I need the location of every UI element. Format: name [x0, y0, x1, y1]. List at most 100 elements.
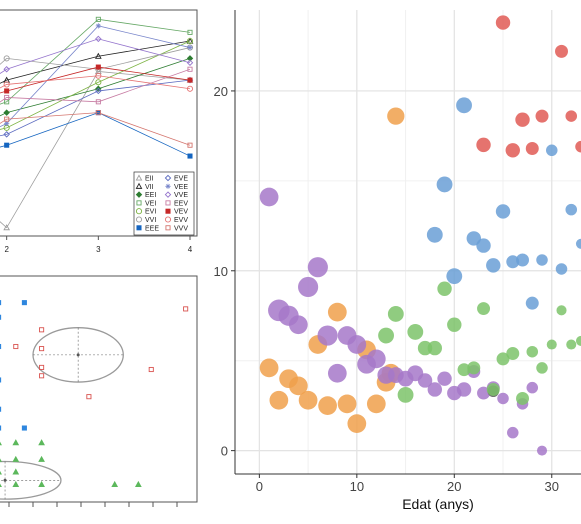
cluster-point-group-1	[0, 406, 2, 412]
cluster-point-group-2	[39, 346, 45, 352]
bubble-point-group-4	[506, 347, 520, 360]
series-line-vii	[0, 40, 191, 84]
legend-marker-vvv	[165, 225, 171, 231]
series-point-eve	[3, 131, 10, 138]
legend-label-vvv: VVV	[174, 225, 188, 232]
cluster-plot-area	[0, 300, 189, 500]
cluster-point-group-3	[0, 441, 2, 446]
bubble-plot-area	[259, 15, 581, 456]
bubble-point-group-1	[259, 358, 279, 378]
legend-marker-vei	[136, 200, 142, 206]
bubble-point-group-6	[535, 109, 549, 123]
bubble-point-group-1	[318, 396, 337, 416]
series-point-vvv	[187, 142, 193, 148]
series-point-eev	[4, 94, 10, 100]
bubble-point-group-1	[298, 390, 318, 410]
bubble-point-group-4	[407, 324, 424, 340]
cluster-point-group-2	[183, 306, 189, 312]
bubble-point-group-1	[288, 376, 308, 396]
series-line-vve	[0, 38, 191, 74]
legend-marker-eve	[164, 174, 172, 182]
bubble-point-group-4	[397, 386, 414, 403]
line-series-group	[0, 16, 194, 231]
cluster-point-group-3	[38, 455, 45, 462]
bubble-point-group-2	[366, 349, 386, 369]
bubble-point-group-5	[555, 263, 568, 275]
series-point-vii	[94, 52, 102, 59]
legend-label-vei: VEI	[145, 200, 156, 207]
cluster-point-group-3	[38, 439, 45, 446]
bubble-point-group-4	[536, 362, 548, 374]
series-point-eei	[186, 55, 194, 62]
bubble-point-group-2	[427, 382, 443, 397]
cluster-point-group-2	[148, 366, 154, 373]
y-tick-label: 0	[221, 444, 228, 459]
series-point-evv	[95, 72, 102, 79]
ellipse-center	[3, 478, 7, 482]
cluster-point-group-3	[38, 480, 45, 487]
series-point-vei	[95, 16, 101, 22]
bubble-point-group-2	[526, 381, 539, 394]
bubble-point-group-6	[476, 137, 491, 153]
series-point-eee	[4, 142, 10, 148]
bubble-point-group-6	[565, 110, 578, 122]
series-point-vev	[187, 77, 193, 83]
series-point-vve	[186, 59, 194, 66]
bubble-point-group-2	[536, 445, 548, 456]
legend-marker-eii	[135, 174, 143, 181]
legend-marker-evv	[164, 216, 172, 223]
bubble-point-group-2	[288, 315, 308, 335]
age-bubble-chart-panel: 0 10 20 30 0 10 20 Edat (anys)	[214, 10, 581, 512]
cluster-point-group-3	[12, 468, 20, 475]
bubble-point-group-6	[505, 143, 520, 158]
cluster-scatter-panel	[0, 275, 198, 507]
legend-marker-evi	[135, 208, 143, 215]
bubble-point-group-4	[467, 361, 481, 375]
cluster-point-group-3	[12, 455, 20, 462]
series-point-evv	[186, 85, 194, 92]
cluster-point-group-1	[21, 300, 27, 306]
bubble-point-group-2	[477, 386, 491, 400]
cluster-point-group-3	[0, 458, 2, 462]
bubble-point-group-4	[486, 382, 500, 396]
legend-label-vee: VEE	[174, 184, 188, 191]
cluster-point-group-3	[12, 439, 20, 446]
cluster-point-group-2	[39, 364, 45, 370]
legend-marker-eei	[135, 191, 143, 198]
cluster-frame	[0, 275, 198, 503]
series-point-vev	[95, 64, 101, 70]
bubble-point-group-1	[269, 390, 289, 410]
bubble-point-group-4	[447, 317, 462, 332]
series-point-evi	[186, 37, 194, 45]
series-point-eee	[187, 153, 193, 159]
cluster-point-group-1	[21, 425, 27, 431]
series-line-eev	[0, 68, 191, 103]
legend-label-evi: EVI	[145, 209, 156, 216]
series-line-evi	[0, 40, 191, 130]
series-point-eev	[95, 99, 101, 105]
bubble-point-group-5	[446, 268, 463, 285]
bubble-point-group-2	[507, 426, 519, 439]
legend-label-eee: EEE	[145, 225, 159, 232]
cluster-point-group-1	[0, 314, 2, 320]
cluster-point-group-2	[39, 373, 45, 379]
bubble-point-group-2	[307, 257, 328, 278]
bubble-point-group-6	[525, 142, 539, 155]
bubble-point-group-4	[575, 335, 581, 346]
legend-marker-eee	[136, 225, 142, 231]
series-line-evv	[0, 75, 191, 90]
bubble-point-group-2	[417, 373, 433, 388]
legend-label-vve: VVE	[174, 192, 188, 199]
series-point-vee	[187, 44, 193, 51]
bubble-point-group-6	[555, 44, 568, 58]
series-point-vev	[4, 88, 10, 94]
bubble-point-group-5	[536, 254, 548, 266]
cluster-point-group-1	[0, 343, 2, 350]
series-point-vee	[4, 120, 10, 127]
series-line-eii	[0, 70, 191, 229]
series-point-vee	[95, 23, 101, 29]
ellipse-center	[76, 353, 80, 357]
bubble-point-group-5	[436, 176, 453, 193]
cluster-point-group-3	[12, 480, 20, 487]
